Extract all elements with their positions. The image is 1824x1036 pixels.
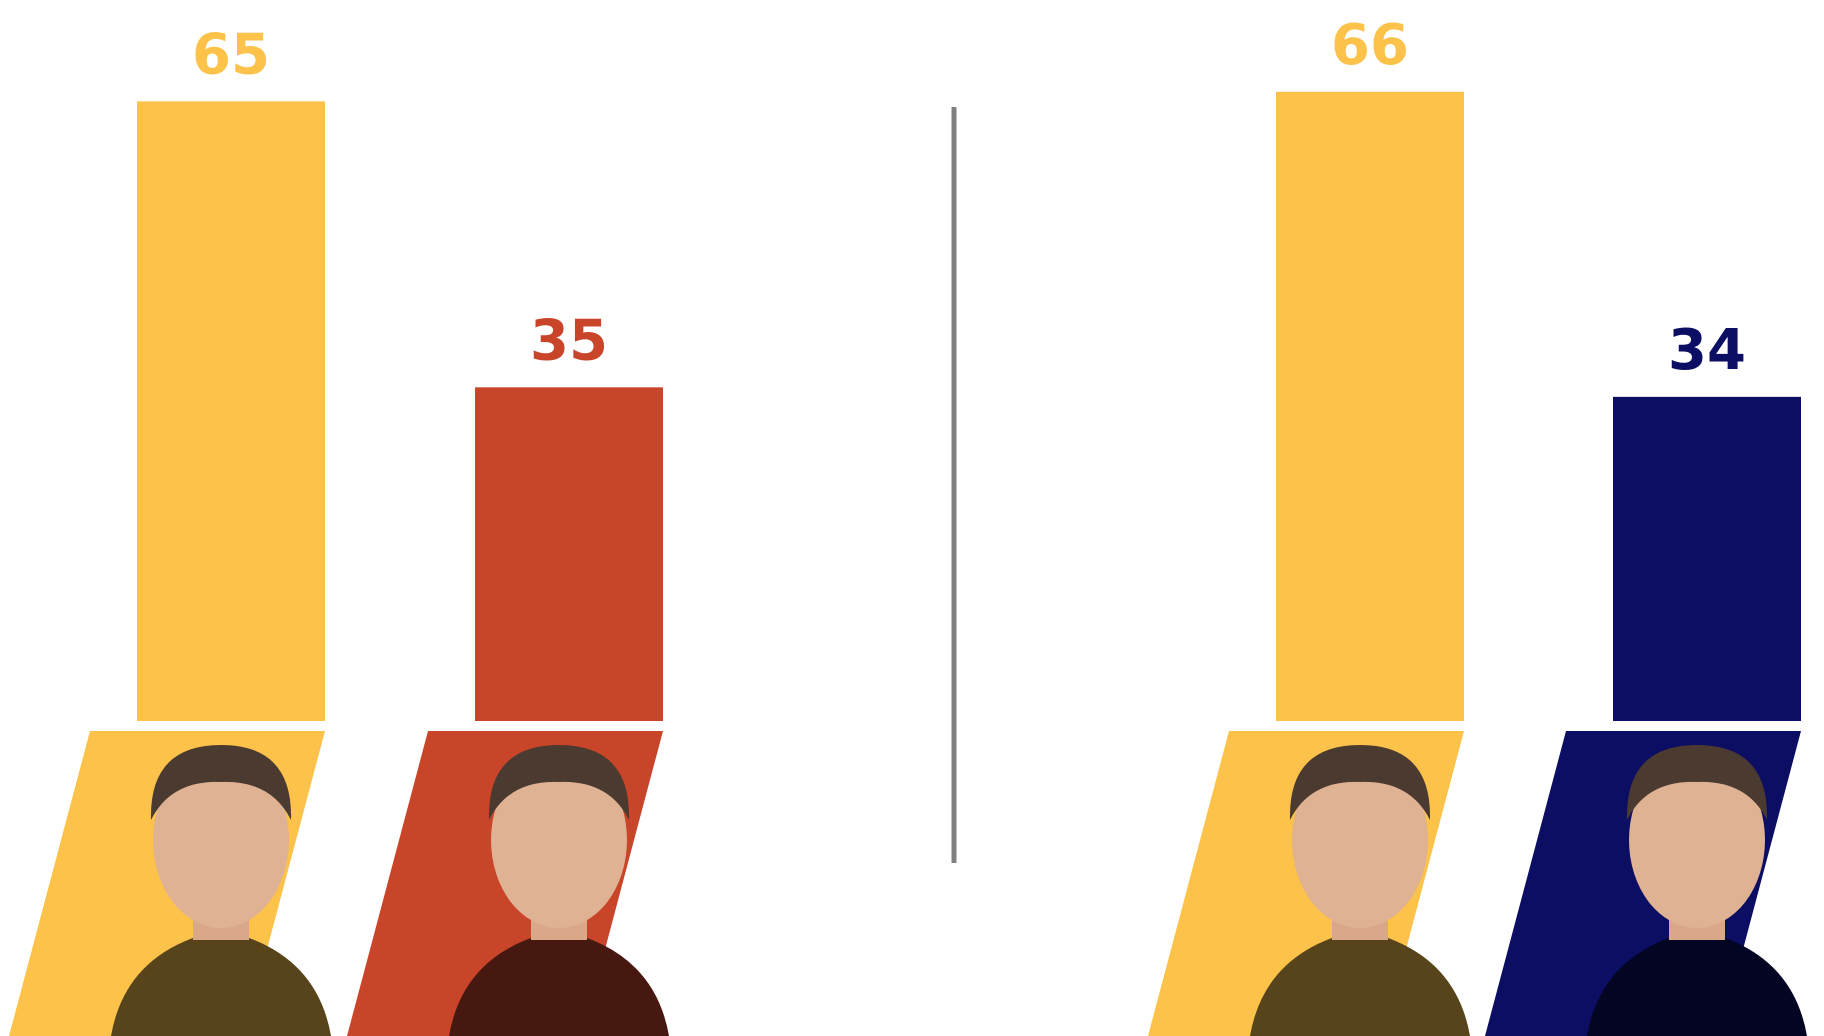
- portrait-hair: [1289, 745, 1431, 820]
- bar: [137, 101, 325, 722]
- portrait-shoulders: [1250, 930, 1470, 1036]
- data-label: 66: [1331, 13, 1409, 78]
- portrait-head: [153, 752, 289, 928]
- bar: [1613, 396, 1801, 721]
- portrait-head: [491, 752, 627, 928]
- portrait-shoulders: [1587, 930, 1807, 1036]
- portrait-hair: [488, 745, 630, 820]
- portrait-hair: [150, 745, 292, 820]
- portrait-hair: [1626, 745, 1768, 820]
- data-label: 65: [192, 22, 270, 87]
- portrait-head: [1629, 752, 1765, 928]
- bar: [1276, 91, 1464, 722]
- portrait-shoulders: [449, 930, 669, 1036]
- data-label: 35: [530, 308, 608, 373]
- portrait-shoulders: [111, 930, 331, 1036]
- data-label: 34: [1668, 318, 1746, 383]
- bar: [475, 387, 663, 721]
- portrait-head: [1292, 752, 1428, 928]
